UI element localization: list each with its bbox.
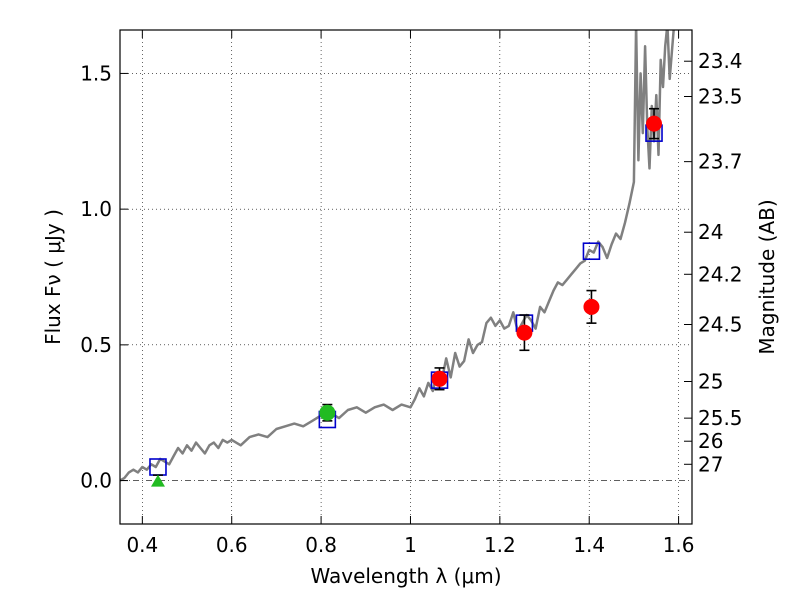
x-tick-label: 1.2 bbox=[484, 533, 516, 557]
right-tick-label: 24.5 bbox=[698, 313, 743, 337]
right-tick-label: 24 bbox=[698, 220, 723, 244]
right-tick-label: 25 bbox=[698, 370, 723, 394]
axes: 0.4 0.6 0.8 1 1.2 1.4 1.6 0.0 0.5 1.0 1.5 23.4 23.5 2… bbox=[80, 30, 743, 557]
grid bbox=[120, 30, 692, 524]
observed-photometry-point bbox=[583, 298, 600, 315]
x-tick-label: 0.4 bbox=[126, 533, 158, 557]
x-axis-title: Wavelength λ (μm) bbox=[310, 564, 501, 588]
x-tick-label: 1.6 bbox=[663, 533, 695, 557]
right-tick-label: 23.4 bbox=[698, 49, 743, 73]
y-tick-label: 0.0 bbox=[80, 469, 112, 493]
y-axis-title: Flux Fν ( μJy ) bbox=[41, 209, 65, 345]
right-tick-label: 23.5 bbox=[698, 85, 743, 109]
right-tick-label: 27 bbox=[698, 452, 723, 476]
series-layer bbox=[120, 30, 675, 487]
x-tick-label: 1.4 bbox=[573, 533, 605, 557]
observed-photometry-point bbox=[646, 115, 663, 132]
right-tick-label: 26 bbox=[698, 429, 723, 453]
right-tick-label: 23.7 bbox=[698, 150, 743, 174]
observed-photometry-point bbox=[516, 324, 533, 341]
model-photometry-square bbox=[582, 242, 601, 261]
upper-limit-triangle bbox=[150, 474, 165, 487]
right-tick-label: 25.5 bbox=[698, 406, 743, 430]
y-tick-label: 0.5 bbox=[80, 333, 112, 357]
x-tick-label: 0.6 bbox=[216, 533, 248, 557]
y-tick-label: 1.0 bbox=[80, 197, 112, 221]
y-tick-label: 1.5 bbox=[80, 61, 112, 85]
right-tick-label: 24.2 bbox=[698, 262, 743, 286]
model-spectrum-line bbox=[120, 30, 675, 482]
x-tick-label: 1 bbox=[404, 533, 417, 557]
plot-frame bbox=[119, 29, 693, 525]
x-tick-label: 0.8 bbox=[305, 533, 337, 557]
observed-photometry-point bbox=[319, 404, 336, 421]
right-axis-title: Magnitude (AB) bbox=[755, 199, 779, 354]
observed-photometry-point bbox=[431, 370, 448, 387]
